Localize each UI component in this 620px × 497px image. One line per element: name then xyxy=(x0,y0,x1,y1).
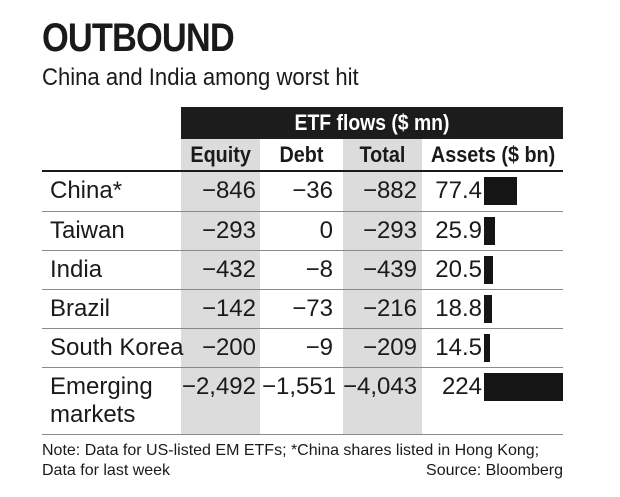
total-value: −209 xyxy=(362,334,417,361)
chart-subtitle: China and India among worst hit xyxy=(42,64,359,91)
column-header-debt: Debt xyxy=(279,142,324,167)
assets-bar xyxy=(484,256,493,284)
assets-value: 224 xyxy=(441,373,482,400)
debt-value: −73 xyxy=(292,295,333,322)
assets-bar xyxy=(484,373,563,401)
assets-bar xyxy=(484,177,517,205)
assets-value: 77.4 xyxy=(435,177,482,204)
source-credit: Source: Bloomberg xyxy=(426,462,563,479)
row-label: Taiwan xyxy=(50,217,125,244)
header-rule xyxy=(42,170,563,172)
column-header-equity: Equity xyxy=(190,142,251,167)
total-value: −293 xyxy=(362,217,417,244)
total-column-shade xyxy=(343,139,422,434)
equity-column-shade xyxy=(181,139,260,434)
column-header-total: Total xyxy=(359,142,406,167)
row-divider xyxy=(42,328,563,329)
assets-bar xyxy=(484,217,495,245)
equity-value: −2,492 xyxy=(181,373,256,400)
chart-title: OUTBOUND xyxy=(42,16,235,60)
debt-value: −1,551 xyxy=(262,373,337,400)
row-divider xyxy=(42,367,563,368)
total-value: −4,043 xyxy=(343,373,418,400)
assets-bar xyxy=(484,334,490,362)
total-value: −882 xyxy=(362,177,417,204)
assets-value: 14.5 xyxy=(435,334,482,361)
debt-value: 0 xyxy=(319,217,333,244)
equity-value: −432 xyxy=(201,256,256,283)
row-label: India xyxy=(50,256,103,283)
row-label: South Korea xyxy=(50,334,184,361)
row-divider xyxy=(42,434,563,435)
total-value: −216 xyxy=(362,295,417,322)
debt-value: −9 xyxy=(305,334,333,361)
assets-value: 20.5 xyxy=(435,256,482,283)
row-divider xyxy=(42,289,563,290)
row-label: China* xyxy=(50,177,123,204)
assets-value: 18.8 xyxy=(435,295,482,322)
equity-value: −200 xyxy=(201,334,256,361)
total-value: −439 xyxy=(362,256,417,283)
equity-value: −293 xyxy=(201,217,256,244)
etf-flows-header: ETF flows ($ mn) xyxy=(181,107,563,139)
row-label: Emerging markets xyxy=(50,373,153,428)
row-divider xyxy=(42,211,563,212)
equity-value: −142 xyxy=(201,295,256,322)
footnote: Note: Data for US-listed EM ETFs; *China… xyxy=(42,442,540,479)
assets-value: 25.9 xyxy=(435,217,482,244)
row-divider xyxy=(42,250,563,251)
debt-value: −36 xyxy=(292,177,333,204)
row-label: Brazil xyxy=(50,295,111,322)
debt-value: −8 xyxy=(305,256,333,283)
column-header-assets: Assets ($ bn) xyxy=(431,142,556,167)
equity-value: −846 xyxy=(201,177,256,204)
assets-bar xyxy=(484,295,492,323)
